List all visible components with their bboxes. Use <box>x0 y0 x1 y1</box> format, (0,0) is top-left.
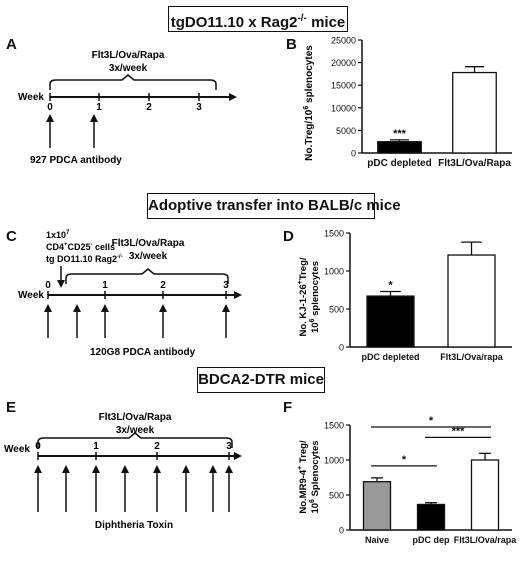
panel-letter-d: D <box>283 228 294 245</box>
category-label: pDC depleted <box>367 158 431 169</box>
y-tick-label: 15000 <box>331 81 356 91</box>
panel-letter-b: B <box>286 36 297 53</box>
significance-label: *** <box>452 425 466 437</box>
timeline-c-tick-2: 2 <box>160 280 166 291</box>
timeline-a-week-label: Week <box>18 92 44 103</box>
bar <box>366 295 415 348</box>
timeline-c-tick-3: 3 <box>223 280 229 291</box>
timeline-e-week-label: Week <box>4 444 30 455</box>
timeline-c-treatment-line2: 3x/week <box>129 251 168 262</box>
bar <box>452 71 497 154</box>
timeline-a-tick-3: 3 <box>196 102 202 113</box>
timeline-c-brace <box>65 268 229 284</box>
timeline-e-toxin-arrows <box>34 465 233 512</box>
significance-label: *** <box>393 128 407 140</box>
category-label: pDC dep <box>413 535 451 545</box>
panel-letter-a: A <box>6 36 17 53</box>
panel-letter-f: F <box>283 399 293 416</box>
y-tick-label: 10000 <box>331 103 356 113</box>
y-tick-label: 500 <box>329 305 344 315</box>
chart-b-plot: 0 5000 10000 15000 20000 25000 pDC depleted Flt… <box>331 36 512 169</box>
y-tick-label: 0 <box>339 526 344 536</box>
timeline-c-ticks <box>47 291 227 299</box>
timeline-c-tick-0-label: 0 <box>45 280 51 291</box>
section-title-tgdo: tgDO11.10 x Rag2-/- mice <box>168 6 348 32</box>
timeline-e-tick-3: 3 <box>226 441 232 452</box>
timeline-e-brace <box>37 432 233 448</box>
timeline-c-transfer-line3: tg DO11.10 Rag2-/- <box>46 254 123 264</box>
y-tick-label: 20000 <box>331 58 356 68</box>
timeline-e-ticks <box>37 452 230 460</box>
panel-letter-e: E <box>6 399 17 416</box>
timeline-a-brace <box>49 74 217 90</box>
chart-d-ylabel-line1: No. KJ-1-26+Treg/ <box>297 257 309 336</box>
section-title-adoptive-transfer: Adoptive transfer into BALB/c mice <box>147 193 401 219</box>
timeline-a-tick-0: 0 <box>47 102 53 113</box>
timeline-e-tick-1: 1 <box>93 441 99 452</box>
chart-f-ylabel-line1: No.MR9-4+ Treg/ <box>297 440 309 514</box>
timeline-c-transfer-line2: CD4+CD25- cells <box>46 242 115 252</box>
y-tick-label: 1000 <box>324 267 344 277</box>
timeline-e-treatment-line1: Flt3L/Ova/Rapa <box>99 412 172 423</box>
chart-b-ylabel: No.Treg/106 splenocytes <box>303 45 315 161</box>
bar <box>377 141 422 154</box>
y-tick-label: 0 <box>351 149 356 159</box>
chart-d-plot: 0 500 1000 1500 pDC depleted Flt3L/Ova/rapa * <box>324 229 512 362</box>
significance-label: * <box>402 454 407 466</box>
section-title-bdca2-dtr: BDCA2-DTR mice <box>197 367 325 393</box>
y-tick-label: 1500 <box>324 421 344 431</box>
timeline-a-ticks <box>49 93 200 101</box>
timeline-c-treatment-line1: Flt3L/Ova/Rapa <box>112 238 185 249</box>
y-tick-label: 0 <box>339 343 344 353</box>
timeline-a-treatment-line2: 3x/week <box>109 63 148 74</box>
timeline-e-toxin-label: Diphtheria Toxin <box>95 520 173 531</box>
timeline-e-treatment-line2: 3x/week <box>116 425 155 436</box>
timeline-c-transfer-line1: 1x107 <box>46 230 70 240</box>
category-label: Flt3L/Ova/Rapa <box>438 158 511 169</box>
timeline-e-tick-2: 2 <box>154 441 160 452</box>
timeline-c-antibody-label: 120G8 PDCA antibody <box>90 347 196 358</box>
y-tick-label: 1000 <box>324 456 344 466</box>
timeline-c-week-label: Week <box>18 290 44 301</box>
bar <box>470 459 500 531</box>
chart-d-ylabel-line2: 106 splenocytes <box>309 261 321 333</box>
y-tick-label: 1500 <box>324 229 344 239</box>
panel-letter-c: C <box>6 228 17 245</box>
category-label: Flt3L/Ova/rapa <box>440 352 504 362</box>
y-tick-label: 5000 <box>336 126 356 136</box>
bar <box>362 481 392 531</box>
y-tick-label: 25000 <box>331 36 356 46</box>
timeline-a-antibody-label: 927 PDCA antibody <box>30 155 122 166</box>
timeline-c-injection-arrows <box>44 304 230 338</box>
significance-label: * <box>429 415 434 427</box>
timeline-a-tick-1: 1 <box>96 102 102 113</box>
y-tick-label: 500 <box>329 491 344 501</box>
bar <box>416 503 446 531</box>
category-label: Flt3L/Ova/rapa <box>454 535 518 545</box>
timeline-c-tick-1: 1 <box>102 280 108 291</box>
category-label: Naive <box>365 535 389 545</box>
timeline-a-tick-2: 2 <box>146 102 152 113</box>
category-label: pDC depleted <box>361 352 419 362</box>
bar <box>447 254 496 348</box>
chart-f-ylabel-line2: 106 Splenocytes <box>309 440 321 513</box>
timeline-a-treatment-line1: Flt3L/Ova/Rapa <box>92 50 165 61</box>
significance-label: * <box>388 280 393 292</box>
timeline-e-tick-0: 0 <box>35 441 41 452</box>
